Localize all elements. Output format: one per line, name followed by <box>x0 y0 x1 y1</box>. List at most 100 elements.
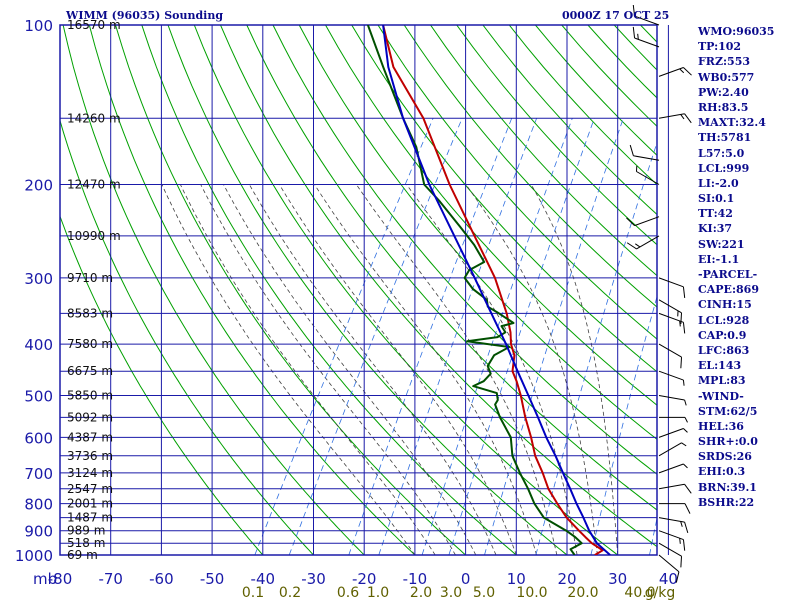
stability-index-item: L57:5.0 <box>698 146 745 160</box>
wind-barb-flag <box>684 113 692 124</box>
height-label: 518 m <box>67 536 105 550</box>
wind-barb <box>659 503 691 514</box>
wind-barb <box>658 542 683 568</box>
axis-unit-label: mb <box>33 570 57 588</box>
temperature-tick-label: -70 <box>98 570 123 588</box>
wind-barb-flag <box>682 539 686 551</box>
wind-barb <box>632 4 660 26</box>
wind-barb <box>658 428 688 438</box>
mixing-ratio-line <box>590 295 657 555</box>
wind-barb <box>626 216 660 227</box>
mixing-ratio-line <box>378 118 537 555</box>
pressure-tick-label: 100 <box>24 17 53 35</box>
wind-barb <box>632 26 660 48</box>
wind-barb-staff <box>658 428 684 438</box>
stability-index-item: FRZ:553 <box>698 55 751 69</box>
mixing-ratio-label: 20.0 <box>567 585 598 600</box>
stability-index-item: WMO:96035 <box>698 25 775 38</box>
wind-barb-halfflag <box>681 442 687 447</box>
wind-barb-halfflag <box>680 521 683 527</box>
height-label: 8583 m <box>67 306 113 320</box>
wind-barb-flag <box>675 571 680 583</box>
wind-barb-flag <box>626 242 637 250</box>
height-label: 69 m <box>67 548 98 562</box>
wind-barb <box>658 442 687 457</box>
environment-temperature-line <box>382 25 604 555</box>
wind-barb-flag <box>680 556 683 568</box>
wind-barb <box>658 483 692 494</box>
height-label: 4387 m <box>67 430 113 444</box>
height-label: 2001 m <box>67 497 113 511</box>
wind-barb-halfflag <box>684 399 687 406</box>
stability-index-item: CINH:15 <box>698 298 752 312</box>
wind-barb-halfflag <box>679 68 685 74</box>
temperature-tick-label: 0 <box>461 570 471 588</box>
wind-barb-halfflag <box>683 463 688 469</box>
wind-barb-staff <box>658 312 684 323</box>
wind-barb-flag <box>682 286 686 298</box>
mixing-ratio-line <box>535 141 657 555</box>
stability-index-item: TH:5781 <box>698 131 752 145</box>
wind-barb-staff <box>658 542 682 557</box>
stability-index-item: KI:37 <box>698 222 733 236</box>
wind-barb-halfflag <box>637 33 639 40</box>
wind-barb-flag <box>684 521 689 533</box>
wind-barb-halfflag <box>679 538 681 544</box>
mixing-ratio-label: 3.0 <box>440 585 462 600</box>
mixing-ratio-line <box>288 118 463 555</box>
parcel-line <box>382 25 611 555</box>
wind-barb-halfflag <box>682 380 685 386</box>
wind-barb <box>658 277 686 298</box>
wind-barb-flag <box>683 67 692 76</box>
chart-datestamp: 0000Z 17 OCT 25 <box>562 9 670 22</box>
temperature-tick-label: -60 <box>149 570 174 588</box>
mixing-ratio-line <box>254 118 434 555</box>
wind-barb-staff <box>636 235 660 250</box>
pressure-tick-label: 200 <box>24 177 53 195</box>
wind-barb-staff <box>636 171 660 185</box>
height-label: 3124 m <box>67 466 113 480</box>
dry-adiabat-line <box>246 25 657 511</box>
stability-index-item: WB0:577 <box>698 70 755 84</box>
wind-barb <box>658 554 680 583</box>
mixing-ratio-label: 1.0 <box>367 585 389 600</box>
wind-barb <box>635 165 660 185</box>
height-label: 6675 m <box>67 364 113 378</box>
wind-barb-halfflag <box>677 310 679 317</box>
wind-barb-flag <box>680 357 683 369</box>
dry-adiabat-line <box>88 25 416 555</box>
wind-barb-staff <box>658 554 680 573</box>
pressure-tick-label: 800 <box>24 496 53 514</box>
wind-barb <box>658 517 689 533</box>
height-label: 5850 m <box>67 389 113 403</box>
stability-index-item: CAPE:869 <box>698 283 759 297</box>
wind-barb-staff <box>633 155 660 161</box>
wind-barb <box>658 343 683 369</box>
moist-adiabat-line <box>530 184 619 555</box>
stability-index-item: LCL:928 <box>698 313 750 327</box>
wind-barb <box>658 312 686 334</box>
mixing-ratio-line <box>348 118 513 555</box>
wind-barb <box>629 144 660 161</box>
stability-index-item: EI:-1.1 <box>698 252 740 266</box>
moist-adiabat-line <box>279 184 517 555</box>
pressure-tick-label: 600 <box>24 429 53 447</box>
mixing-ratio-label: 0.6 <box>337 585 359 600</box>
wind-barb <box>658 299 683 324</box>
wind-barb <box>659 416 688 423</box>
stability-index-item: SHR+:0.0 <box>698 435 758 449</box>
wind-barb-halfflag <box>635 165 638 172</box>
wind-barb <box>658 463 688 474</box>
pressure-tick-label: 1000 <box>15 547 53 565</box>
stability-index-item: TP:102 <box>698 40 742 54</box>
wind-barb-staff <box>634 15 660 26</box>
wind-barb-staff <box>634 216 660 227</box>
stability-index-item: SW:221 <box>698 237 745 251</box>
stability-index-item: STM:62/5 <box>698 404 758 418</box>
wind-barb-staff <box>658 299 682 314</box>
stability-index-item: EHI:0.3 <box>698 465 746 479</box>
wind-barb-flag <box>682 322 686 334</box>
mixing-ratio-label: 0.1 <box>242 585 264 600</box>
mixing-ratio-label: 2.0 <box>410 585 432 600</box>
wind-barb-staff <box>658 67 684 77</box>
